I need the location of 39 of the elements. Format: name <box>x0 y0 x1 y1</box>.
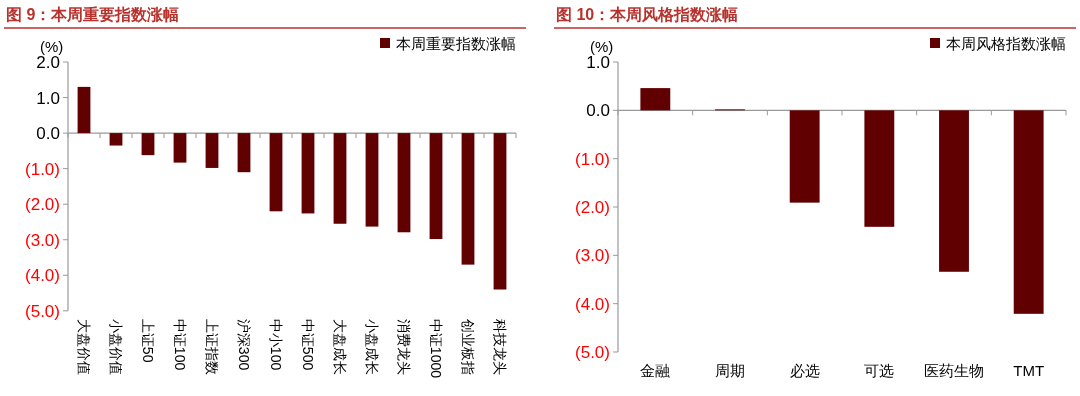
chart-title: 图 9：本周重要指数涨幅 <box>6 6 180 23</box>
x-tick-label: 上证50 <box>140 318 156 363</box>
y-tick-label: (1.0) <box>575 149 610 169</box>
y-tick-label: (2.0) <box>575 198 610 217</box>
x-tick-label: 小盘成长 <box>364 318 380 375</box>
x-tick-label: 科技龙头 <box>492 318 508 375</box>
y-tick-label: (4.0) <box>25 266 60 286</box>
x-tick-label: 中证100 <box>172 318 188 371</box>
y-axis-title: (%) <box>590 38 614 55</box>
y-tick-label: (3.0) <box>575 246 610 266</box>
x-tick-label: 中证500 <box>300 318 316 371</box>
y-tick-label: (1.0) <box>25 159 60 179</box>
y-tick-label: 0.0 <box>586 101 610 121</box>
x-tick-label: 大盘成长 <box>332 318 348 375</box>
chart-title: 图 10：本周风格指数涨幅 <box>556 6 739 23</box>
y-tick-label: 1.0 <box>36 88 60 108</box>
x-tick-label: 医药生物 <box>924 362 984 379</box>
x-tick-label: 沪深300 <box>236 318 252 371</box>
x-tick-label: 金融 <box>640 362 671 379</box>
y-tick-label: (5.0) <box>575 343 610 362</box>
x-tick-label: 中证1000 <box>428 318 444 379</box>
y-axis-title: (%) <box>40 38 64 55</box>
x-tick-label: 周期 <box>715 362 745 379</box>
x-tick-label: 创业板指 <box>460 318 476 375</box>
legend-label: 本周风格指数涨幅 <box>946 35 1066 52</box>
y-tick-label: 0.0 <box>36 124 60 144</box>
x-tick-label: 必选 <box>789 362 820 379</box>
x-tick-label: 上证指数 <box>204 318 220 375</box>
x-tick-label: 可选 <box>864 362 895 379</box>
y-tick-label: (4.0) <box>575 294 610 314</box>
x-tick-label: TMT <box>1013 362 1045 379</box>
x-tick-label: 消费龙头 <box>396 318 412 375</box>
legend-label: 本周重要指数涨幅 <box>396 35 516 52</box>
y-tick-label: (2.0) <box>25 195 60 215</box>
y-tick-label: (5.0) <box>25 301 60 321</box>
x-tick-label: 小盘价值 <box>108 318 124 375</box>
y-tick-label: (3.0) <box>25 230 60 250</box>
x-tick-label: 中小100 <box>268 318 284 371</box>
x-tick-label: 大盘价值 <box>76 318 92 375</box>
